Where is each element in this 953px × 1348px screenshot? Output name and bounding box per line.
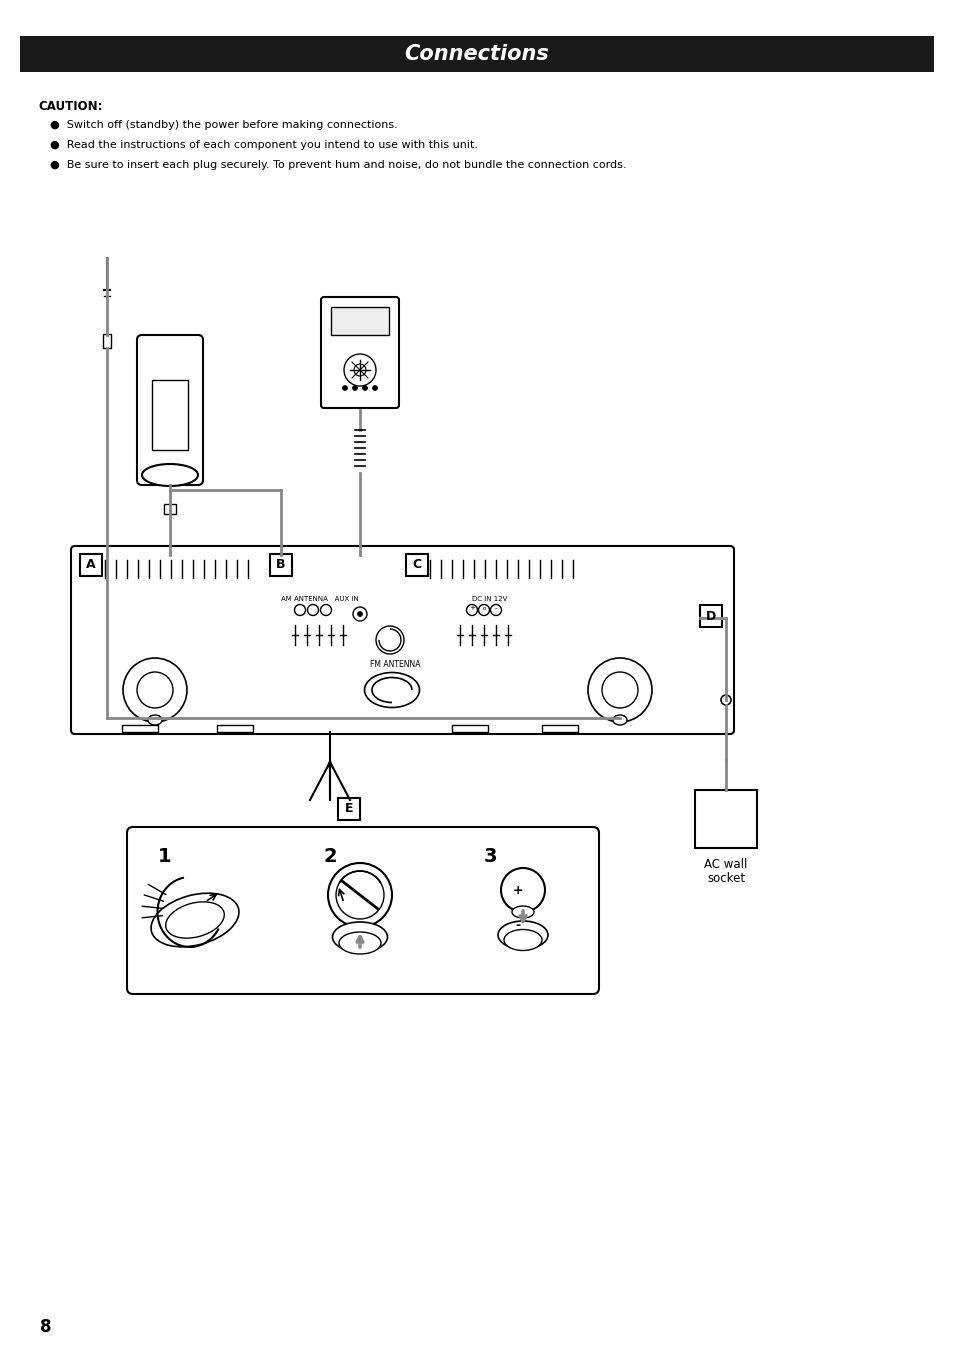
Bar	[331, 307, 389, 336]
Text: ●  Be sure to insert each plug securely. To prevent hum and noise, do not bundle: ● Be sure to insert each plug securely. …	[50, 160, 626, 170]
Circle shape	[357, 612, 362, 616]
Ellipse shape	[364, 673, 419, 708]
Ellipse shape	[148, 714, 162, 725]
Circle shape	[587, 658, 651, 723]
Bar	[20, 36, 933, 71]
Text: AC wall: AC wall	[703, 857, 747, 871]
Text: E: E	[344, 802, 353, 816]
Text: 8: 8	[40, 1318, 51, 1336]
Circle shape	[375, 625, 403, 654]
Bar	[541, 725, 578, 732]
FancyBboxPatch shape	[695, 790, 757, 848]
Ellipse shape	[338, 931, 380, 954]
Text: +: +	[469, 605, 475, 611]
Text: socket: socket	[706, 872, 744, 886]
Bar	[152, 380, 188, 450]
Circle shape	[720, 696, 730, 705]
Bar	[406, 554, 428, 576]
Circle shape	[344, 355, 375, 386]
Circle shape	[335, 871, 384, 919]
Bar	[337, 798, 359, 820]
Text: AM ANTENNA   AUX IN: AM ANTENNA AUX IN	[281, 596, 358, 603]
Ellipse shape	[512, 906, 534, 918]
FancyBboxPatch shape	[137, 336, 203, 485]
Ellipse shape	[497, 921, 547, 949]
Circle shape	[500, 868, 544, 913]
Text: DC IN 12V: DC IN 12V	[472, 596, 507, 603]
Circle shape	[137, 673, 172, 708]
Ellipse shape	[613, 714, 626, 725]
Text: 3: 3	[483, 847, 497, 865]
FancyBboxPatch shape	[127, 828, 598, 993]
Text: FM ANTENNA: FM ANTENNA	[370, 661, 420, 669]
Text: ●  Switch off (standby) the power before making connections.: ● Switch off (standby) the power before …	[50, 120, 397, 129]
Circle shape	[362, 386, 367, 391]
Circle shape	[372, 386, 377, 391]
Circle shape	[352, 386, 357, 391]
Bar	[164, 504, 175, 514]
FancyBboxPatch shape	[71, 546, 733, 735]
Text: -: -	[495, 605, 497, 611]
Text: Connections: Connections	[404, 44, 549, 63]
Circle shape	[328, 863, 392, 927]
Circle shape	[490, 604, 501, 616]
Bar	[122, 725, 158, 732]
Text: C: C	[412, 558, 421, 572]
FancyBboxPatch shape	[320, 297, 398, 408]
Circle shape	[601, 673, 638, 708]
Text: B: B	[276, 558, 286, 572]
Circle shape	[466, 604, 477, 616]
Circle shape	[353, 607, 367, 621]
Ellipse shape	[142, 464, 198, 487]
Bar	[216, 725, 253, 732]
Ellipse shape	[151, 894, 238, 946]
Ellipse shape	[503, 930, 541, 950]
Circle shape	[320, 604, 331, 616]
Bar	[270, 554, 292, 576]
Text: 1: 1	[158, 847, 172, 865]
Text: +: +	[512, 883, 523, 896]
Text: A: A	[86, 558, 95, 572]
Text: -: -	[515, 919, 520, 933]
Bar	[700, 605, 721, 627]
Text: CAUTION:: CAUTION:	[38, 100, 102, 113]
Ellipse shape	[333, 922, 387, 952]
Circle shape	[478, 604, 489, 616]
Ellipse shape	[166, 902, 224, 938]
Circle shape	[294, 604, 305, 616]
Bar	[103, 334, 111, 348]
Bar	[452, 725, 488, 732]
Circle shape	[123, 658, 187, 723]
Text: o: o	[482, 605, 485, 611]
Circle shape	[342, 386, 347, 391]
Bar	[80, 554, 102, 576]
Circle shape	[307, 604, 318, 616]
Circle shape	[354, 364, 366, 376]
Text: ●  Read the instructions of each component you intend to use with this unit.: ● Read the instructions of each componen…	[50, 140, 477, 150]
Text: 2: 2	[323, 847, 336, 865]
Text: D: D	[705, 609, 716, 623]
